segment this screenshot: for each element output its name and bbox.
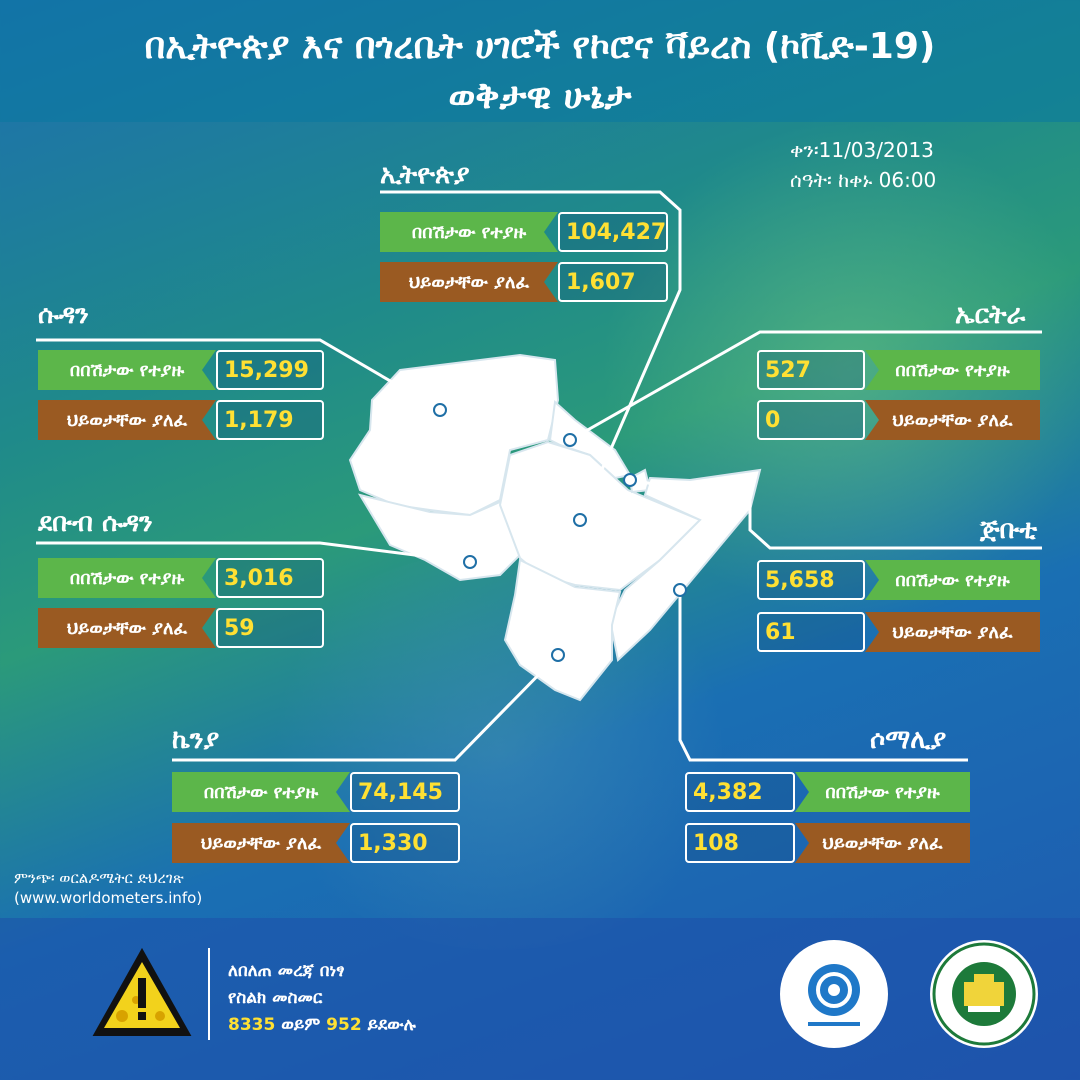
kenya-deaths-row: ህይወታቸው ያለፈ 1,330	[172, 823, 460, 863]
map-kenya	[503, 558, 622, 702]
sudan-cases-value: 15,299	[216, 350, 324, 390]
ethiopia-cases-value: 104,427	[558, 212, 668, 252]
map-somalia	[608, 468, 762, 662]
deaths-label: ህይወታቸው ያለፈ	[172, 823, 350, 863]
source-label: ምንጭ፡ ወርልዶሜትር ድህረገጽ	[14, 869, 184, 887]
sudan-deaths-row: ህይወታቸው ያለፈ 1,179	[38, 400, 324, 440]
cases-label: በበሽታው የተያዙ	[38, 558, 216, 598]
somalia-cases-value: 4,382	[685, 772, 795, 812]
pin-kenya	[551, 648, 565, 662]
eritrea-cases-value: 527	[757, 350, 865, 390]
sudan-deaths-value: 1,179	[216, 400, 324, 440]
hotline-line-2: የስልክ መስመር	[228, 988, 323, 1008]
country-name-sudan: ሱዳን	[38, 300, 89, 330]
hotline-or: ወይም	[281, 1015, 321, 1035]
cases-label: በበሽታው የተያዙ	[172, 772, 350, 812]
deaths-label: ህይወታቸው ያለፈ	[38, 608, 216, 648]
title-line-2: ወቅታዊ ሁኔታ	[448, 76, 632, 117]
ethiopia-deaths-value: 1,607	[558, 262, 668, 302]
somalia-deaths-row: 108 ህይወታቸው ያለፈ	[685, 823, 970, 863]
south-sudan-deaths-row: ህይወታቸው ያለፈ 59	[38, 608, 324, 648]
pin-somalia	[673, 583, 687, 597]
cases-label: በበሽታው የተያዙ	[865, 350, 1040, 390]
country-name-ethiopia: ኢትዮጵያ	[380, 160, 470, 190]
kenya-deaths-value: 1,330	[350, 823, 460, 863]
south-sudan-deaths-value: 59	[216, 608, 324, 648]
title-line-1: በኢትዮጵያ እና በጎረቤት ሀገሮች የኮሮና ቫይረስ (ኮቪድ-19)	[144, 26, 936, 67]
cases-label: በበሽታው የተያዙ	[865, 560, 1040, 600]
country-name-eritrea: ኤርትራ	[955, 300, 1026, 330]
warning-icon	[92, 948, 192, 1036]
south-sudan-cases-row: በበሽታው የተያዙ 3,016	[38, 558, 324, 598]
djibouti-cases-value: 5,658	[757, 560, 865, 600]
title-band	[0, 0, 1080, 122]
date-text: ቀን፡11/03/2013	[790, 138, 934, 162]
deaths-label: ህይወታቸው ያለፈ	[865, 612, 1040, 652]
region-map	[348, 353, 762, 702]
deaths-label: ህይወታቸው ያለፈ	[865, 400, 1040, 440]
country-name-djibouti: ጅቡቲ	[980, 515, 1038, 545]
pin-djibouti	[623, 473, 637, 487]
country-name-kenya: ኬንያ	[172, 725, 220, 755]
footer-band	[0, 918, 1080, 1080]
cases-label: በበሽታው የተያዙ	[38, 350, 216, 390]
deaths-label: ህይወታቸው ያለፈ	[795, 823, 970, 863]
kenya-cases-value: 74,145	[350, 772, 460, 812]
sudan-cases-row: በበሽታው የተያዙ 15,299	[38, 350, 324, 390]
page-title: በኢትዮጵያ እና በጎረቤት ሀገሮች የኮሮና ቫይረስ (ኮቪድ-19) …	[0, 22, 1080, 122]
ethiopian-public-health-institute-logo	[930, 940, 1038, 1048]
hotline-line-1: ለበለጠ መረጃ በነፃ	[228, 961, 345, 981]
hotline-number-2: 952	[326, 1015, 362, 1035]
eritrea-cases-row: 527 በበሽታው የተያዙ	[757, 350, 1040, 390]
kenya-cases-row: በበሽታው የተያዙ 74,145	[172, 772, 460, 812]
country-name-somalia: ሶማሊያ	[870, 725, 947, 755]
djibouti-deaths-value: 61	[757, 612, 865, 652]
djibouti-cases-row: 5,658 በበሽታው የተያዙ	[757, 560, 1040, 600]
country-name-south-sudan: ደቡብ ሱዳን	[38, 508, 153, 538]
hotline-info: ለበለጠ መረጃ በነፃ የስልክ መስመር 8335 ወይም 952 ይደውሉ	[228, 958, 416, 1039]
deaths-label: ህይወታቸው ያለፈ	[380, 262, 558, 302]
time-text: ሰዓት፡ ከቀኑ 06:00	[790, 168, 937, 192]
ethiopia-cases-row: በበሽታው የተያዙ 104,427	[380, 212, 668, 252]
hotline-number-1: 8335	[228, 1015, 276, 1035]
source-note: ምንጭ፡ ወርልዶሜትር ድህረገጽ (www.worldometers.inf…	[14, 868, 202, 908]
cases-label: በበሽታው የተያዙ	[380, 212, 558, 252]
map-ethiopia	[498, 440, 702, 592]
background-glow	[250, 550, 750, 950]
date-time: ቀን፡11/03/2013 ሰዓት፡ ከቀኑ 06:00	[790, 135, 936, 195]
cases-label: በበሽታው የተያዙ	[795, 772, 970, 812]
ministry-of-health-logo	[780, 940, 888, 1048]
djibouti-deaths-row: 61 ህይወታቸው ያለፈ	[757, 612, 1040, 652]
eritrea-deaths-row: 0 ህይወታቸው ያለፈ	[757, 400, 1040, 440]
somalia-cases-row: 4,382 በበሽታው የተያዙ	[685, 772, 970, 812]
ethiopia-deaths-row: ህይወታቸው ያለፈ 1,607	[380, 262, 668, 302]
source-url: (www.worldometers.info)	[14, 889, 203, 907]
pin-eritrea	[563, 433, 577, 447]
hotline-line-3: 8335 ወይም 952 ይደውሉ	[228, 1012, 416, 1039]
hotline-call: ይደውሉ	[367, 1015, 416, 1035]
south-sudan-cases-value: 3,016	[216, 558, 324, 598]
pin-ethiopia	[573, 513, 587, 527]
map-south-sudan	[357, 493, 522, 582]
footer-divider	[208, 948, 210, 1040]
eritrea-deaths-value: 0	[757, 400, 865, 440]
pin-south-sudan	[463, 555, 477, 569]
pin-sudan	[433, 403, 447, 417]
deaths-label: ህይወታቸው ያለፈ	[38, 400, 216, 440]
somalia-deaths-value: 108	[685, 823, 795, 863]
